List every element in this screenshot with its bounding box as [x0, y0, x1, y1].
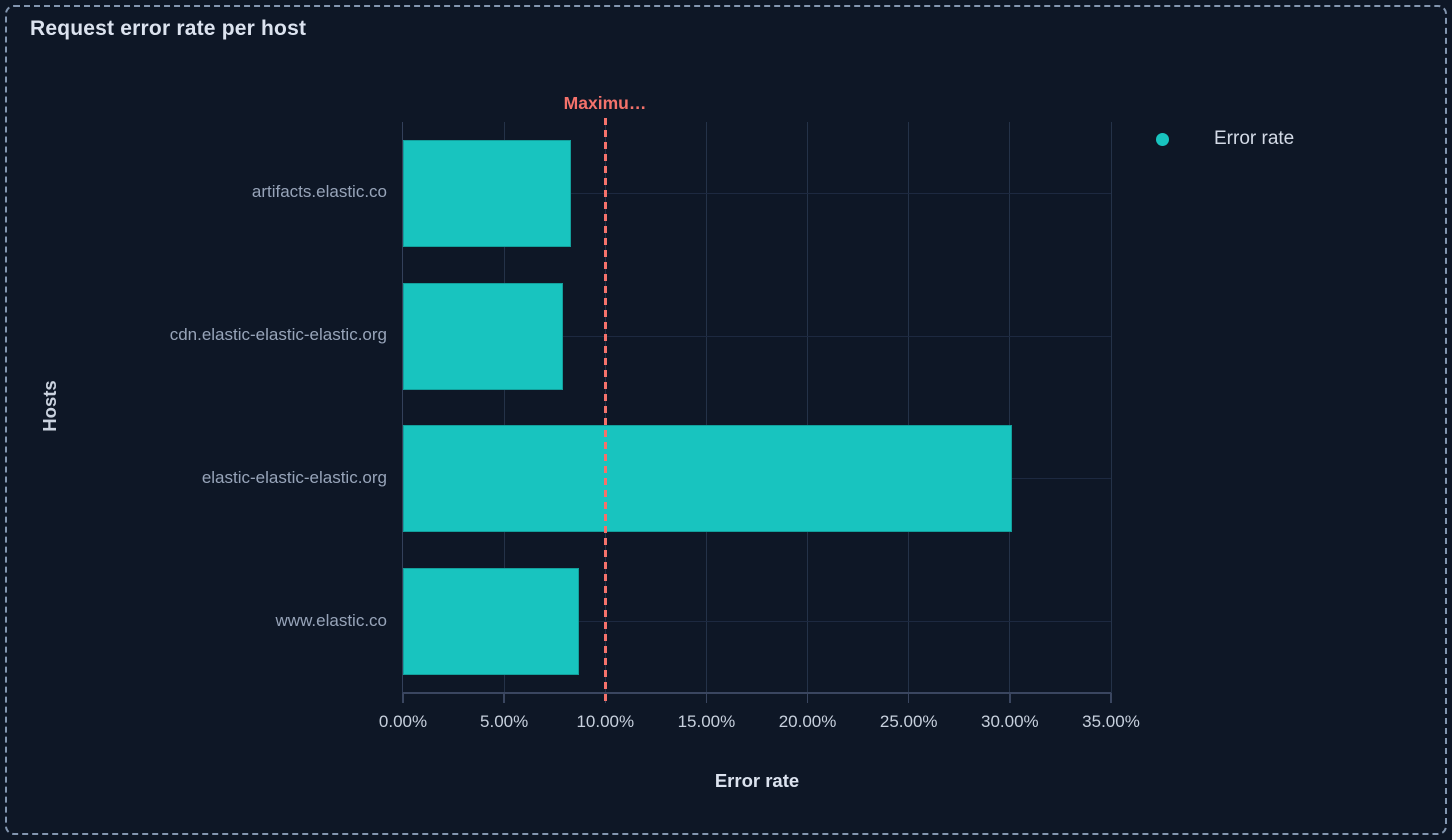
x-tick-label: 5.00% [480, 712, 529, 731]
x-tick-label: 15.00% [677, 712, 736, 731]
y-category-label: artifacts.elastic.co [251, 182, 387, 202]
legend-item-error-rate[interactable]: Error rate [1156, 128, 1294, 150]
x-tick-label: 0.00% [378, 712, 428, 731]
x-tick-label: 30.00% [981, 712, 1039, 731]
annotation-max-line [604, 118, 607, 703]
panel-title: Request error rate per host [30, 17, 307, 40]
x-axis-tick [503, 693, 505, 703]
x-gridline [807, 122, 809, 693]
bar-artifacts.elastic.co[interactable] [403, 139, 571, 247]
legend-series-dot-icon [1156, 132, 1169, 146]
x-axis-tick [907, 693, 910, 703]
y-gridline [403, 621, 1111, 623]
x-axis-tick [402, 693, 404, 703]
x-gridline [1110, 122, 1112, 693]
bar-cdn.elastic-elastic-elastic.org[interactable] [403, 282, 563, 390]
y-category-label: elastic-elastic-elastic.org [201, 467, 387, 487]
x-gridline [705, 122, 707, 693]
x-axis-tick [1009, 693, 1011, 703]
x-tick-label: 10.00% [576, 712, 635, 731]
y-category-label: cdn.elastic-elastic-elastic.org [169, 325, 387, 345]
y-gridline [403, 192, 1111, 194]
y-axis-title: Hosts [39, 380, 60, 432]
y-axis-line [401, 122, 403, 693]
legend-series-label: Error rate [1214, 128, 1295, 149]
x-axis-tick [705, 693, 708, 703]
bar-www.elastic.co[interactable] [403, 568, 579, 676]
x-axis-line [403, 692, 1111, 694]
x-gridline [908, 122, 910, 693]
x-tick-label: 35.00% [1082, 712, 1140, 731]
y-gridline [403, 335, 1111, 337]
bar-elastic-elastic-elastic.org[interactable] [403, 425, 1012, 533]
x-axis-tick [1110, 693, 1112, 703]
x-axis-tick [806, 693, 809, 703]
x-gridline [503, 122, 505, 693]
y-category-label: www.elastic.co [275, 610, 387, 630]
x-gridline [1009, 122, 1011, 693]
x-axis-title: Error rate [714, 770, 800, 791]
annotation-max-label: Maximu… [563, 93, 647, 113]
x-tick-label: 20.00% [778, 712, 837, 731]
x-tick-label: 25.00% [879, 712, 938, 731]
